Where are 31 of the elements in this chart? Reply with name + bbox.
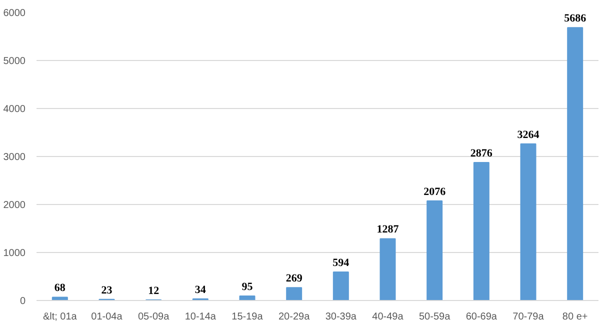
y-tick-label: 6000	[3, 8, 26, 19]
x-tick-label: 20-29a	[278, 312, 310, 322]
y-tick-label: 2000	[3, 200, 26, 211]
x-tick-label: 10-14a	[184, 312, 216, 322]
y-tick-label: 5000	[3, 56, 26, 67]
x-tick-label: 15-19a	[232, 312, 264, 322]
data-label: 2076	[424, 186, 446, 198]
data-label: 68	[54, 282, 66, 294]
data-label: 12	[148, 284, 160, 297]
x-tick-label: 70-79a	[512, 312, 544, 322]
x-tick-label: 80 e+	[562, 312, 588, 322]
data-label: 594	[332, 256, 350, 269]
x-tick-label: 50-59a	[419, 312, 451, 322]
data-label: 23	[101, 284, 113, 296]
data-label: 1287	[376, 224, 400, 236]
data-label: 5686	[564, 12, 587, 25]
x-tick-label: 30-39a	[325, 312, 357, 322]
x-tick-label: 01-04a	[91, 312, 123, 322]
y-tick-label: 1000	[3, 248, 26, 259]
data-label: 3264	[517, 128, 540, 141]
x-tick-label: 40-49a	[372, 312, 404, 322]
data-label: 269	[286, 272, 303, 285]
data-label: 2876	[470, 147, 493, 160]
y-tick-label: 0	[20, 296, 26, 307]
x-tick-label: 05-09a	[138, 312, 170, 322]
data-label: 95	[242, 280, 254, 293]
y-tick-label: 3000	[3, 152, 26, 163]
data-label: 34	[194, 284, 206, 296]
x-tick-label: &lt; 01a	[42, 312, 78, 322]
y-tick-label: 4000	[3, 104, 26, 115]
x-tick-label: 60-69a	[466, 312, 498, 322]
